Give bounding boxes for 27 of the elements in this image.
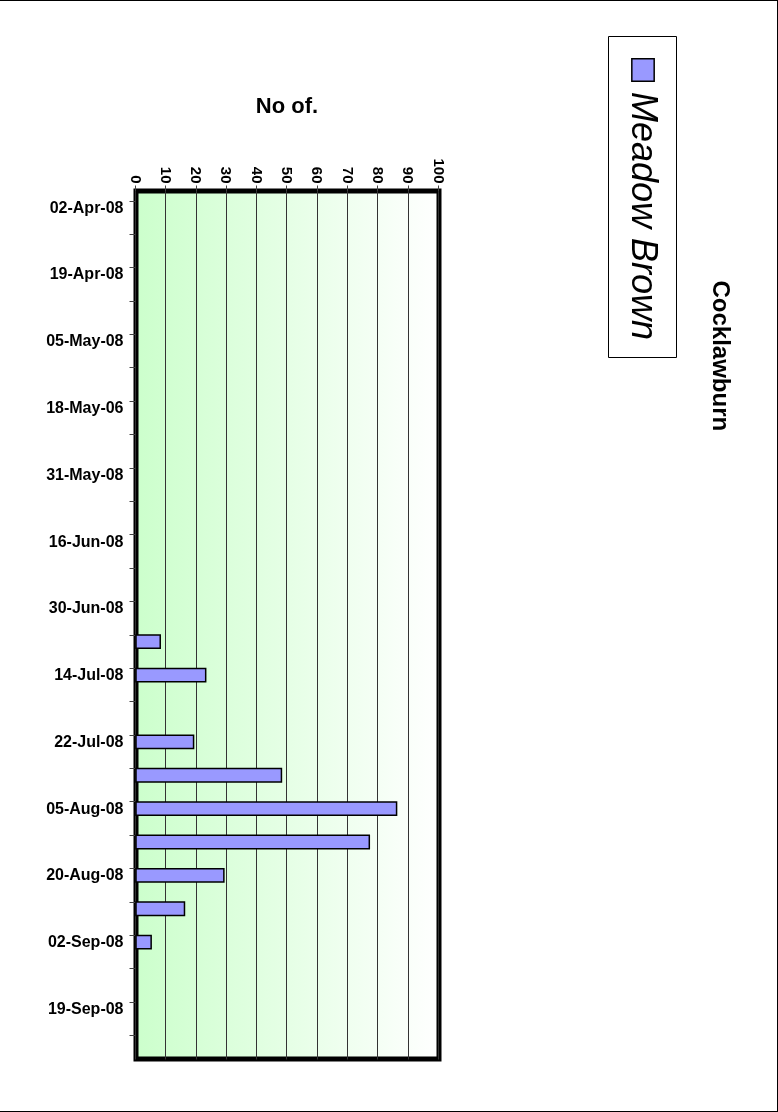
x-tick-label: 20: [188, 166, 206, 184]
y-tick-label: 20-Aug-08: [46, 866, 124, 884]
y-tick-label: 05-Aug-08: [46, 799, 124, 817]
x-tick-label: 80: [369, 166, 387, 184]
y-tick-label: 31-May-08: [46, 465, 124, 483]
text: Cocklawburn: [707, 280, 735, 432]
y-tick-label: 02-Apr-08: [49, 198, 124, 216]
y-tick-label: 02-Sep-08: [47, 933, 124, 951]
x-tick-label: 0: [127, 175, 145, 184]
y-tick-label: 16-Jun-08: [48, 532, 124, 550]
x-tick-label: 50: [279, 166, 296, 184]
y-tick-label: 19-Sep-08: [47, 999, 124, 1017]
y-tick-label: 30-Jun-08: [48, 599, 124, 617]
x-tick-label: 30: [218, 166, 236, 184]
x-tick-label: 40: [248, 166, 266, 184]
x-tick-label: 60: [309, 166, 327, 184]
x-tick-label: 70: [339, 166, 357, 184]
y-tick-label: 22-Jul-08: [54, 732, 124, 750]
x-axis-title: No of.: [255, 93, 319, 119]
y-tick-label: 18-May-06: [46, 399, 124, 416]
x-tick-label: 10: [157, 166, 175, 184]
y-tick-label: 19-Apr-08: [49, 265, 124, 283]
x-tick-label: 100: [430, 158, 448, 184]
y-tick-label: 05-May-08: [46, 332, 124, 350]
legend-label: Meadow Brown: [624, 92, 665, 341]
x-tick-label: 90: [400, 166, 418, 184]
y-tick-label: 14-Jul-08: [54, 666, 124, 684]
